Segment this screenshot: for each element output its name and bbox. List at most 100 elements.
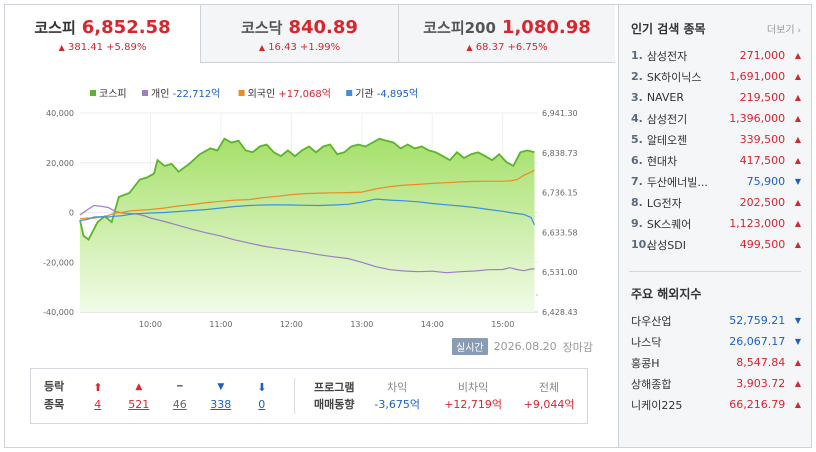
world-index-row[interactable]: 홍콩H 8,547.84 ▲ — [631, 352, 801, 373]
flat-icon: ━ — [177, 382, 183, 392]
world-index-name[interactable]: 상해종합 — [631, 377, 672, 391]
rank-number: 1. — [631, 49, 643, 62]
tab-kosdaq[interactable]: 코스닥 840.89 ▲ 16.43 +1.99% — [201, 5, 399, 63]
rise-icon: ▲ — [135, 382, 143, 392]
stock-name[interactable]: 두산에너빌... — [646, 175, 708, 189]
tab-kospi200[interactable]: 코스피200 1,080.98 ▲ 68.37 +6.75% — [399, 5, 615, 63]
world-index-value: 66,216.79 — [729, 398, 786, 411]
stock-name[interactable]: SK하이닉스 — [646, 70, 702, 84]
x-tick-label: 12:00 — [280, 320, 303, 329]
x-tick-label: 10:00 — [139, 320, 162, 329]
flat-count[interactable]: ━ 46 — [159, 379, 200, 413]
popular-stock-row[interactable]: 8. LG전자 202,500 ▲ — [631, 192, 801, 213]
tab-name: 코스닥 — [241, 19, 283, 37]
program-label-line1: 프로그램 — [313, 381, 355, 394]
up-triangle-icon: ▲ — [794, 198, 801, 207]
legend-label: 기관 -4,895억 — [355, 88, 418, 100]
x-tick-label: 13:00 — [350, 320, 373, 329]
legend-series-name: 개인 — [151, 88, 169, 100]
index-value: 840.89 — [288, 17, 358, 38]
world-index-row[interactable]: 니케이225 66,216.79 ▲ — [631, 394, 801, 415]
program-value: -3,675억 — [374, 398, 420, 411]
stock-name[interactable]: 알테오젠 — [646, 133, 688, 147]
x-tick-label: 11:00 — [209, 320, 232, 329]
stock-price: 271,000 — [739, 49, 786, 62]
chart-legend: 코스피 개인 -22,712억 외국인 +17,068억 기관 -4,895억 — [90, 88, 418, 100]
stock-name[interactable]: 현대차 — [646, 154, 678, 168]
world-index-name[interactable]: 나스닥 — [631, 335, 662, 349]
up-triangle-icon: ▲ — [794, 114, 801, 123]
stock-name[interactable]: LG전자 — [646, 196, 682, 210]
program-arbitrage: 차익 -3,675억 — [359, 379, 435, 413]
more-link[interactable]: 더보기 › — [767, 21, 801, 36]
up-triangle-icon: ▲ — [794, 93, 801, 102]
count-link[interactable]: 46 — [172, 398, 187, 411]
y-left-tick-label: 20,000 — [46, 159, 74, 168]
legend-label: 코스피 — [99, 88, 127, 100]
up-triangle-icon: ▲ — [794, 51, 801, 60]
chart-svg: 40,000 20,000 0 -20,000 -40,000 6,941.30 6,838… — [43, 88, 578, 329]
fall-icon: ▼ — [217, 382, 225, 392]
legend-series-name: 외국인 — [248, 88, 276, 100]
updown-label-line1: 등락 — [44, 380, 65, 393]
world-index-value: 3,903.72 — [736, 377, 786, 390]
popular-stock-row[interactable]: 2. SK하이닉스 1,691,000 ▲ — [631, 66, 801, 87]
fall-count[interactable]: ▼ 338 — [200, 379, 241, 413]
popular-stock-row[interactable]: 10. 삼성SDI 499,500 ▲ — [631, 234, 801, 255]
count-link[interactable]: 0 — [258, 398, 266, 411]
popular-stock-row[interactable]: 5. 알테오젠 339,500 ▲ — [631, 129, 801, 150]
program-header: 차익 — [387, 381, 408, 394]
rise-count[interactable]: ▲ 521 — [118, 379, 159, 413]
rank-number: 8. — [631, 196, 643, 209]
world-index-value: 52,759.21 — [729, 314, 786, 327]
count-link[interactable]: 338 — [210, 398, 232, 411]
rank-number: 2. — [631, 70, 643, 83]
popular-stock-row[interactable]: 9. SK스퀘어 1,123,000 ▲ — [631, 213, 801, 234]
index-change: 381.41 +5.89% — [68, 42, 147, 53]
stock-name[interactable]: 삼성SDI — [647, 238, 686, 252]
world-index-row[interactable]: 다우산업 52,759.21 ▼ — [631, 310, 801, 331]
stock-price: 202,500 — [739, 196, 786, 209]
index-change: 16.43 +1.99% — [268, 42, 341, 53]
stock-price: 219,500 — [739, 91, 786, 104]
upper-limit-icon: ⬆ — [93, 381, 103, 394]
stock-price: 75,900 — [746, 175, 786, 188]
legend-series-name: 코스피 — [99, 88, 127, 100]
popular-stock-row[interactable]: 4. 삼성전기 1,396,000 ▲ — [631, 108, 801, 129]
world-index-name[interactable]: 다우산업 — [631, 314, 672, 328]
count-link[interactable]: 4 — [94, 398, 102, 411]
up-triangle-icon: ▲ — [794, 219, 801, 228]
world-index-name[interactable]: 홍콩H — [631, 356, 660, 370]
popular-stock-row[interactable]: 6. 현대차 417,500 ▲ — [631, 150, 801, 171]
stock-name[interactable]: SK스퀘어 — [646, 217, 692, 231]
world-index-row[interactable]: 나스닥 26,067.17 ▼ — [631, 331, 801, 352]
up-triangle-icon: ▲ — [794, 400, 801, 409]
realtime-badge[interactable]: 실시간 — [452, 338, 488, 355]
popular-stock-row[interactable]: 3. NAVER 219,500 ▲ — [631, 87, 801, 108]
date-label: 2026.08.20 — [493, 340, 557, 353]
stock-name[interactable]: NAVER — [646, 91, 684, 104]
tab-kospi[interactable]: 코스피 6,852.58 ▲ 381.41 +5.89% — [5, 5, 201, 63]
legend-value: +17,068억 — [275, 88, 331, 100]
popular-stock-row[interactable]: 7. 두산에너빌... 75,900 ▼ — [631, 171, 801, 192]
upper-limit-count[interactable]: ⬆ 4 — [77, 379, 118, 413]
count-link[interactable]: 521 — [128, 398, 150, 411]
rank-number: 7. — [631, 175, 643, 188]
investor-line-기관 — [79, 198, 536, 225]
lower-limit-count[interactable]: ⬇ 0 — [241, 379, 282, 413]
world-index-name[interactable]: 니케이225 — [631, 398, 683, 412]
down-triangle-icon: ▼ — [794, 177, 801, 186]
market-stats: 등락 종목 ⬆ 4 ▲ 521 ━ 46 ▼ 338 ⬇ 0 프로그램 매매동향… — [30, 368, 588, 424]
popular-header: 인기 검색 종목 더보기 › — [619, 5, 811, 37]
stock-name[interactable]: 삼성전자 — [646, 49, 688, 63]
stock-name[interactable]: 삼성전기 — [646, 112, 688, 126]
world-index-row[interactable]: 상해종합 3,903.72 ▲ — [631, 373, 801, 394]
y-right-tick-label: 6,428.43 — [542, 308, 578, 317]
y-right-tick-label: 6,838.73 — [542, 149, 578, 158]
program-value: +12,719억 — [444, 398, 503, 411]
popular-stock-row[interactable]: 1. 삼성전자 271,000 ▲ — [631, 45, 801, 66]
index-change: 68.37 +6.75% — [475, 42, 548, 53]
program-header: 전체 — [538, 381, 560, 394]
up-triangle-icon: ▲ — [794, 156, 801, 165]
kospi-line — [79, 137, 535, 241]
